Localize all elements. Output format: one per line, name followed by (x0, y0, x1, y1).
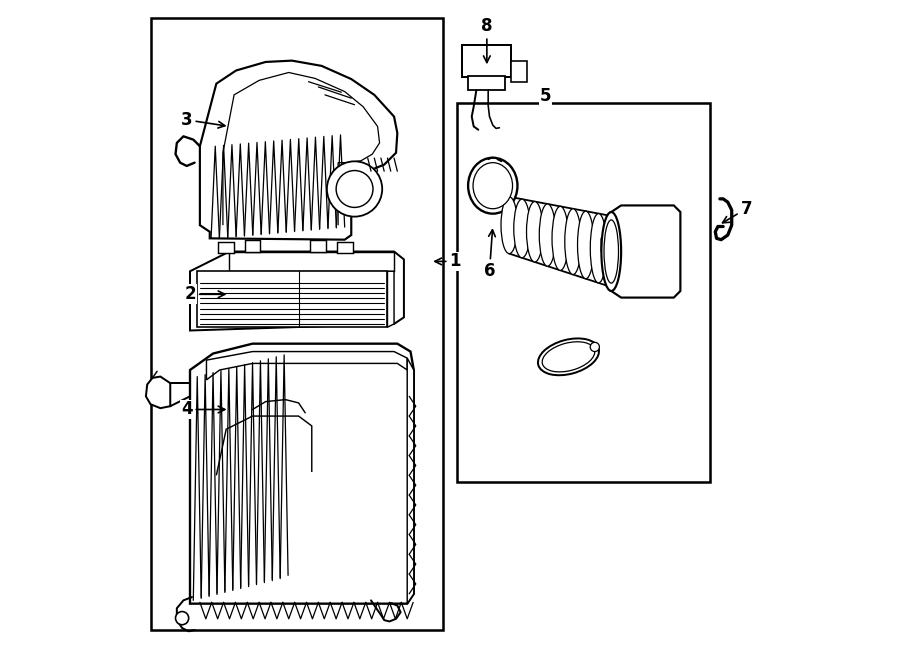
Polygon shape (216, 416, 311, 475)
Polygon shape (146, 377, 170, 408)
Bar (510, 61, 527, 82)
Ellipse shape (539, 204, 555, 266)
Text: 8: 8 (482, 17, 492, 63)
Text: 6: 6 (483, 230, 495, 280)
Text: 4: 4 (181, 401, 225, 418)
Bar (462, 46, 511, 77)
Bar (310, 241, 327, 253)
Bar (468, 76, 505, 91)
Polygon shape (190, 344, 414, 603)
Text: 7: 7 (723, 200, 752, 223)
Polygon shape (200, 61, 397, 240)
Polygon shape (206, 352, 407, 380)
Ellipse shape (601, 212, 621, 291)
Ellipse shape (604, 220, 618, 283)
Bar (245, 241, 260, 253)
Bar (150, 18, 444, 630)
Text: 2: 2 (184, 286, 225, 303)
Polygon shape (223, 73, 380, 225)
Ellipse shape (538, 338, 599, 375)
Text: 5: 5 (540, 87, 551, 104)
Circle shape (176, 611, 189, 625)
Polygon shape (230, 252, 394, 271)
Ellipse shape (514, 199, 530, 258)
Ellipse shape (552, 206, 569, 270)
Ellipse shape (501, 197, 518, 254)
Ellipse shape (590, 214, 607, 283)
Polygon shape (407, 358, 414, 603)
Ellipse shape (468, 158, 518, 214)
Ellipse shape (578, 211, 594, 279)
Circle shape (327, 161, 382, 217)
Ellipse shape (542, 342, 595, 372)
Circle shape (336, 171, 373, 208)
Ellipse shape (565, 209, 581, 274)
Ellipse shape (526, 202, 543, 262)
Bar (456, 103, 710, 482)
Polygon shape (196, 271, 388, 327)
Ellipse shape (473, 163, 512, 209)
Bar (337, 242, 353, 253)
Polygon shape (611, 206, 680, 297)
Circle shape (590, 342, 599, 352)
Text: 3: 3 (181, 111, 225, 129)
Polygon shape (190, 252, 404, 330)
Polygon shape (388, 271, 394, 327)
Text: 1: 1 (435, 253, 461, 270)
Bar (219, 242, 234, 253)
Ellipse shape (603, 216, 619, 287)
